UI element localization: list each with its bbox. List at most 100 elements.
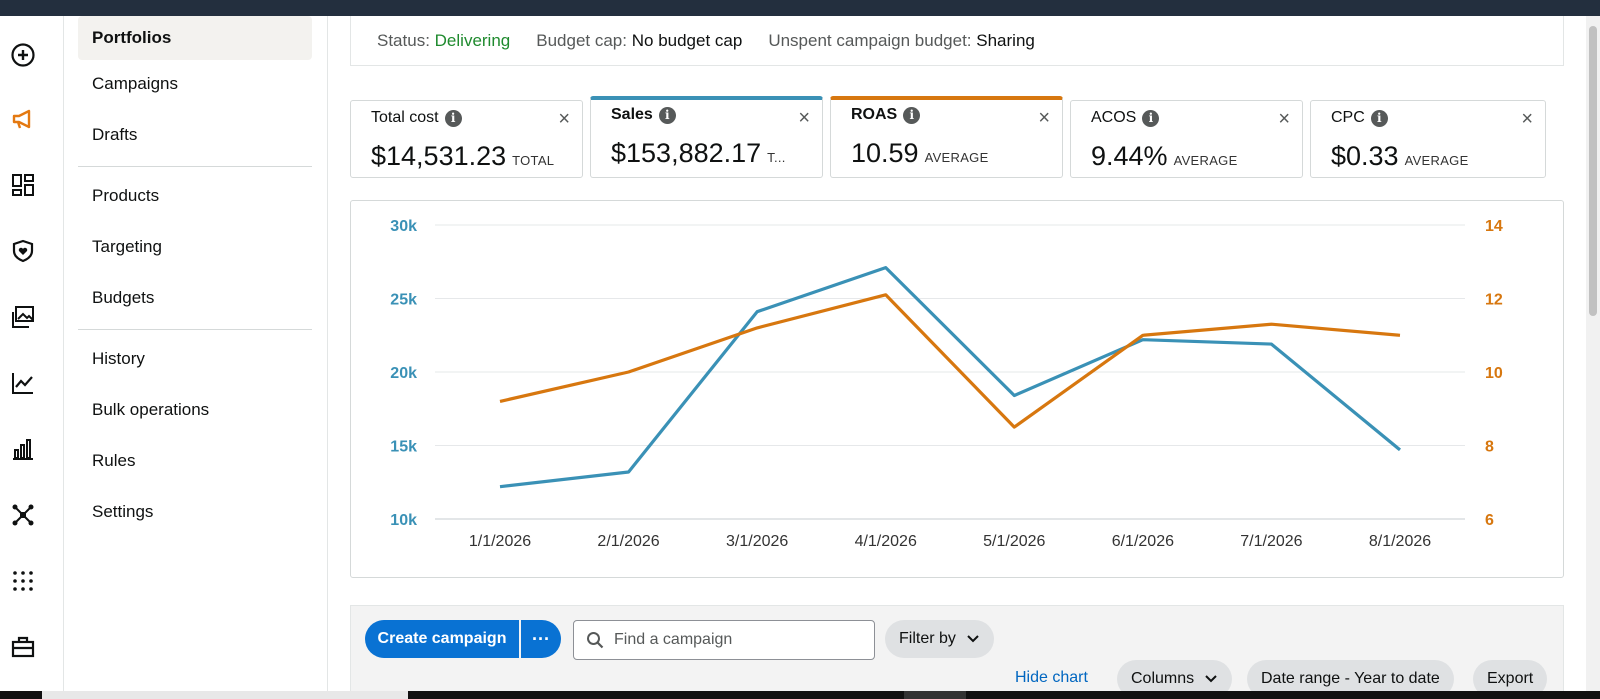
- plus-circle-icon[interactable]: [8, 40, 38, 70]
- images-icon[interactable]: [8, 302, 38, 332]
- dashboard-icon[interactable]: [8, 170, 38, 200]
- status-label: Status:: [377, 30, 430, 50]
- browser-top-bar: [0, 0, 1600, 16]
- x-axis-tick: 8/1/2026: [1369, 533, 1431, 550]
- main-content: Status: Delivering Budget cap: No budget…: [328, 16, 1586, 698]
- sidebar-item-label: Bulk operations: [92, 400, 210, 419]
- sidebar-item-history[interactable]: History: [78, 337, 312, 381]
- date-range-label: Date range - Year to date: [1261, 670, 1440, 687]
- sidebar-item-portfolios[interactable]: Portfolios: [78, 16, 312, 60]
- metric-suffix: AVERAGE: [924, 150, 989, 165]
- x-axis-tick: 3/1/2026: [726, 533, 788, 550]
- budget-cap-label: Budget cap:: [536, 30, 627, 50]
- x-axis-tick: 4/1/2026: [855, 533, 917, 550]
- megaphone-icon[interactable]: [8, 104, 38, 134]
- info-icon[interactable]: i: [658, 106, 676, 124]
- info-icon[interactable]: i: [1142, 109, 1160, 127]
- right-axis-tick: 14: [1485, 218, 1503, 235]
- metric-suffix: AVERAGE: [1173, 153, 1238, 168]
- sidebar-item-products[interactable]: Products: [78, 174, 312, 218]
- sidebar-item-label: Targeting: [92, 237, 162, 256]
- metric-card-cpc[interactable]: CPC i × $0.33 AVERAGE: [1310, 100, 1546, 178]
- icon-rail: [0, 16, 64, 691]
- metric-value: $0.33: [1331, 141, 1399, 171]
- unspent-budget-label: Unspent campaign budget:: [768, 30, 972, 50]
- line-chart-icon[interactable]: [8, 368, 38, 398]
- network-icon[interactable]: [8, 500, 38, 530]
- sidebar-nav: Portfolios Campaigns Drafts Products Tar…: [64, 16, 328, 691]
- x-axis-tick: 7/1/2026: [1240, 533, 1302, 550]
- sidebar-item-campaigns[interactable]: Campaigns: [78, 62, 312, 106]
- search-icon: [587, 632, 604, 649]
- sidebar-item-targeting[interactable]: Targeting: [78, 225, 312, 269]
- sidebar-item-label: Campaigns: [92, 74, 178, 93]
- metric-card-sales[interactable]: Sales i × $153,882.17 T...: [590, 96, 823, 178]
- metric-title: CPC: [1331, 109, 1365, 126]
- sidebar-item-label: History: [92, 349, 145, 368]
- metric-title: ROAS: [851, 106, 898, 123]
- briefcase-icon[interactable]: [8, 632, 38, 662]
- create-campaign-button[interactable]: Create campaign: [365, 620, 519, 658]
- info-icon[interactable]: i: [903, 106, 921, 124]
- campaign-status-bar: Status: Delivering Budget cap: No budget…: [350, 16, 1564, 66]
- series-line-sales: [499, 265, 1402, 489]
- nav-divider: [78, 329, 312, 330]
- metric-value: $153,882.17: [611, 138, 762, 168]
- metric-title: Sales: [611, 106, 653, 123]
- right-axis-tick: 8: [1485, 439, 1494, 456]
- filter-by-button[interactable]: Filter by: [885, 620, 994, 658]
- shield-icon[interactable]: [8, 236, 38, 266]
- sidebar-item-settings[interactable]: Settings: [78, 490, 312, 534]
- right-axis-tick: 10: [1485, 365, 1503, 382]
- more-options-button[interactable]: ···: [521, 620, 561, 658]
- sidebar-item-label: Portfolios: [92, 28, 172, 47]
- metric-suffix: TOTAL: [512, 153, 555, 168]
- close-icon[interactable]: ×: [1278, 108, 1290, 130]
- filter-by-label: Filter by: [899, 630, 956, 647]
- x-axis-tick: 2/1/2026: [597, 533, 659, 550]
- sidebar-item-drafts[interactable]: Drafts: [78, 113, 312, 157]
- metric-card-total-cost[interactable]: Total cost i × $14,531.23 TOTAL: [350, 100, 583, 178]
- chevron-down-icon: [1205, 675, 1217, 683]
- export-label: Export: [1487, 670, 1534, 687]
- info-icon[interactable]: i: [1370, 109, 1388, 127]
- unspent-budget-value: Sharing: [976, 30, 1035, 50]
- metric-card-roas[interactable]: ROAS i × 10.59 AVERAGE: [830, 96, 1063, 178]
- left-axis-tick: 10k: [390, 512, 417, 529]
- status-value: Delivering: [434, 30, 511, 50]
- right-axis-tick: 12: [1485, 292, 1503, 309]
- nav-divider: [78, 166, 312, 167]
- sidebar-item-rules[interactable]: Rules: [78, 439, 312, 483]
- browser-bottom-bar: [0, 691, 1600, 699]
- left-axis-tick: 15k: [390, 439, 417, 456]
- scrollbar-thumb[interactable]: [1589, 26, 1597, 316]
- info-icon[interactable]: i: [444, 109, 462, 127]
- search-input[interactable]: [614, 631, 864, 649]
- close-icon[interactable]: ×: [798, 107, 810, 129]
- grid-dots-icon[interactable]: [8, 566, 38, 596]
- sidebar-item-label: Rules: [92, 451, 136, 470]
- budget-cap-value: No budget cap: [631, 30, 743, 50]
- hide-chart-link[interactable]: Hide chart: [1015, 669, 1088, 686]
- series-line-roas: [499, 293, 1401, 429]
- metric-suffix: AVERAGE: [1404, 153, 1469, 168]
- close-icon[interactable]: ×: [1521, 108, 1533, 130]
- close-icon[interactable]: ×: [558, 108, 570, 130]
- left-axis-tick: 20k: [390, 365, 417, 382]
- campaign-toolbar: Create campaign ··· Filter by Hide chart…: [350, 605, 1564, 698]
- performance-chart: 30k 14 25k 12 20k 10 15k 8 10k 6 1/1/2026 2/1/2026 3…: [350, 200, 1564, 578]
- close-icon[interactable]: ×: [1038, 107, 1050, 129]
- sidebar-item-label: Budgets: [92, 288, 155, 307]
- sidebar-item-label: Products: [92, 186, 160, 205]
- x-axis-tick: 5/1/2026: [983, 533, 1045, 550]
- search-box: [573, 620, 875, 660]
- sidebar-item-bulk-operations[interactable]: Bulk operations: [78, 388, 312, 432]
- vertical-scrollbar[interactable]: [1586, 16, 1600, 691]
- metric-title: ACOS: [1091, 109, 1137, 126]
- metric-card-acos[interactable]: ACOS i × 9.44% AVERAGE: [1070, 100, 1303, 178]
- x-axis-tick: 6/1/2026: [1112, 533, 1174, 550]
- metric-title: Total cost: [371, 109, 439, 126]
- sidebar-item-budgets[interactable]: Budgets: [78, 276, 312, 320]
- bar-chart-icon[interactable]: [8, 434, 38, 464]
- metric-value: $14,531.23: [371, 141, 507, 171]
